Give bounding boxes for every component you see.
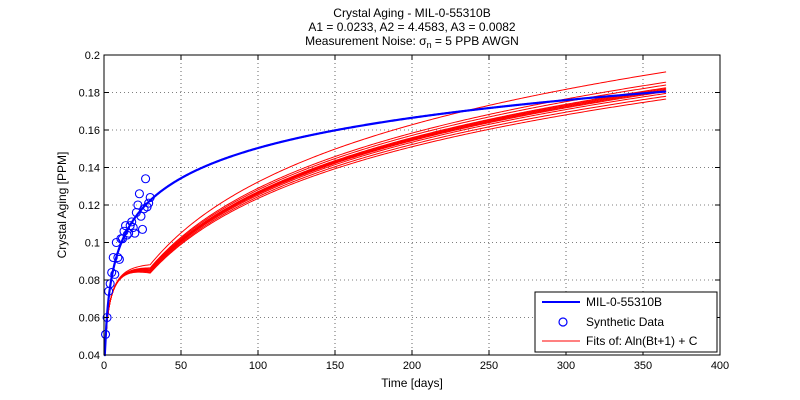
legend-fits-formula: Aln(Bt+1) + C [625,334,698,348]
data-point [105,279,115,289]
data-point [145,192,155,203]
chart-title-line1: Crystal Aging - MIL-0-55310B [333,6,490,20]
x-tick-label: 300 [557,360,575,372]
x-tick-label: 200 [403,360,421,372]
synthetic-data-points [100,174,155,339]
fit-curve [103,91,667,356]
x-tick-label: 50 [175,360,187,372]
fit-curve [103,92,667,356]
data-point [114,254,124,264]
fit-curve [103,81,667,356]
y-tick-label: 0.1 [85,238,100,250]
x-tick-label: 0 [101,360,107,372]
x-tick-label: 400 [711,360,729,372]
x-tick-labels: 0 50 100 150 200 250 300 350 400 [101,360,729,372]
legend-label-fits: Fits of: Aln(Bt+1) + C [586,334,698,348]
y-tick-label: 0.06 [79,313,100,325]
grid-lines [104,55,720,355]
chart-title-line3: Measurement Noise: σn = 5 PPB AWGN [305,34,519,50]
data-point [137,224,148,234]
data-point [100,329,111,339]
data-point [128,222,138,233]
data-point [110,269,120,279]
title-noise-suffix: = 5 PPB AWGN [432,34,519,48]
legend-label-reference: MIL-0-55310B [586,295,662,309]
reference-curve-group [103,90,667,357]
chart-title-line2: A1 = 0.0233, A2 = 4.4583, A3 = 0.0082 [308,20,516,34]
legend-swatch-synthetic [558,317,568,327]
x-axis-label: Time [days] [381,376,443,390]
y-tick-label: 0.2 [85,50,100,62]
legend: MIL-0-55310B Synthetic Data Fits of: Aln… [534,291,718,353]
title-noise-prefix: Measurement Noise: [305,34,419,48]
legend-label-synthetic: Synthetic Data [586,315,664,329]
y-axis-label: Crystal Aging [PPM] [55,152,69,259]
data-point [136,211,146,221]
x-tick-label: 250 [480,360,498,372]
fit-curve [103,71,667,356]
data-point [108,252,118,263]
y-tick-label: 0.04 [79,350,100,362]
y-tick-label: 0.16 [79,125,100,137]
y-tick-label: 0.18 [79,88,100,100]
data-point [144,198,154,208]
data-point [113,252,123,263]
y-tick-label: 0.08 [79,275,100,287]
reference-curve [103,90,667,357]
fit-curve [103,98,667,356]
x-tick-label: 150 [326,360,344,372]
x-tick-label: 350 [634,360,652,372]
data-point [127,217,137,227]
data-point [130,228,140,238]
title-sigma-symbol: σ [419,34,427,48]
data-point [102,312,112,323]
y-tick-label: 0.12 [79,200,100,212]
data-point [134,189,144,199]
x-tick-label: 100 [249,360,267,372]
fit-curve [103,95,667,356]
y-tick-labels: 0.04 0.06 0.08 0.1 0.12 0.14 0.16 0.18 0.2 [79,50,100,362]
data-point [141,174,151,184]
title-sigma-subscript: n [427,40,432,50]
legend-fits-prefix: Fits of: [586,334,625,348]
y-tick-label: 0.14 [79,163,100,175]
